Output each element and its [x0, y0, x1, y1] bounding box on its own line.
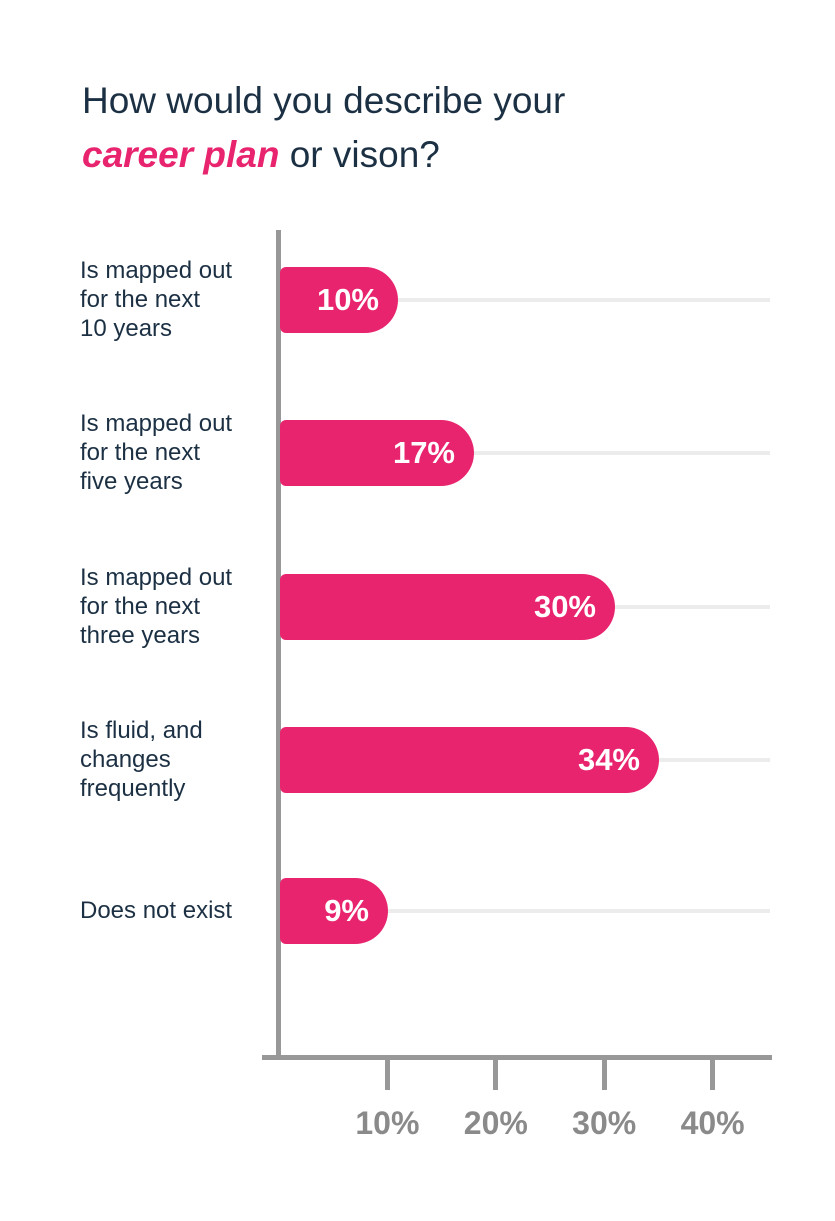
bar-value-label: 17% [392, 435, 455, 470]
category-label: Is mapped out for the next three years [80, 563, 270, 650]
bar: 30% [280, 574, 615, 640]
x-axis-tick [493, 1060, 499, 1090]
category-label-line: for the next [80, 438, 201, 466]
category-label-line: Is mapped out [80, 563, 233, 591]
chart-title: How would you describe your career plan o… [82, 74, 702, 182]
row-gridline [280, 909, 770, 913]
title-line1: How would you describe your [82, 80, 566, 121]
category-label-line: Is fluid, and [80, 716, 203, 744]
y-axis-line [276, 230, 281, 1060]
category-label: Is fluid, and changes frequently [80, 716, 270, 803]
bar-value-label: 30% [533, 589, 596, 624]
bar-value-label: 10% [316, 282, 379, 317]
category-label-line: 10 years [80, 314, 173, 342]
x-axis-tick [384, 1060, 390, 1090]
category-label-line: five years [80, 467, 183, 495]
bar: 10% [280, 267, 398, 333]
bar: 17% [280, 420, 474, 486]
category-label-line: Does not exist [80, 896, 233, 924]
category-label: Is mapped out for the next 10 years [80, 256, 270, 343]
x-axis-line [262, 1055, 772, 1060]
x-axis-tick-label: 20% [463, 1105, 528, 1141]
title-highlight: career plan [82, 134, 280, 175]
row-gridline [280, 451, 770, 455]
category-label: Does not exist [80, 896, 270, 925]
x-axis-tick-label: 30% [572, 1105, 637, 1141]
bar-value-label: 9% [324, 893, 369, 928]
category-label-line: frequently [80, 774, 186, 802]
category-label-line: for the next [80, 592, 201, 620]
bar: 34% [280, 727, 659, 793]
category-label-line: changes [80, 745, 171, 773]
bar: 9% [280, 878, 388, 944]
category-label-line: for the next [80, 285, 201, 313]
category-label-line: Is mapped out [80, 256, 233, 284]
x-axis-tick-label: 40% [680, 1105, 745, 1141]
bar-value-label: 34% [577, 742, 640, 777]
category-label-line: three years [80, 621, 201, 649]
row-gridline [280, 298, 770, 302]
category-label-line: Is mapped out [80, 409, 233, 437]
x-axis-tick-label: 10% [355, 1105, 420, 1141]
x-axis-tick [710, 1060, 716, 1090]
category-label: Is mapped out for the next five years [80, 409, 270, 496]
title-suffix: or vison? [279, 134, 440, 175]
x-axis-tick [601, 1060, 607, 1090]
